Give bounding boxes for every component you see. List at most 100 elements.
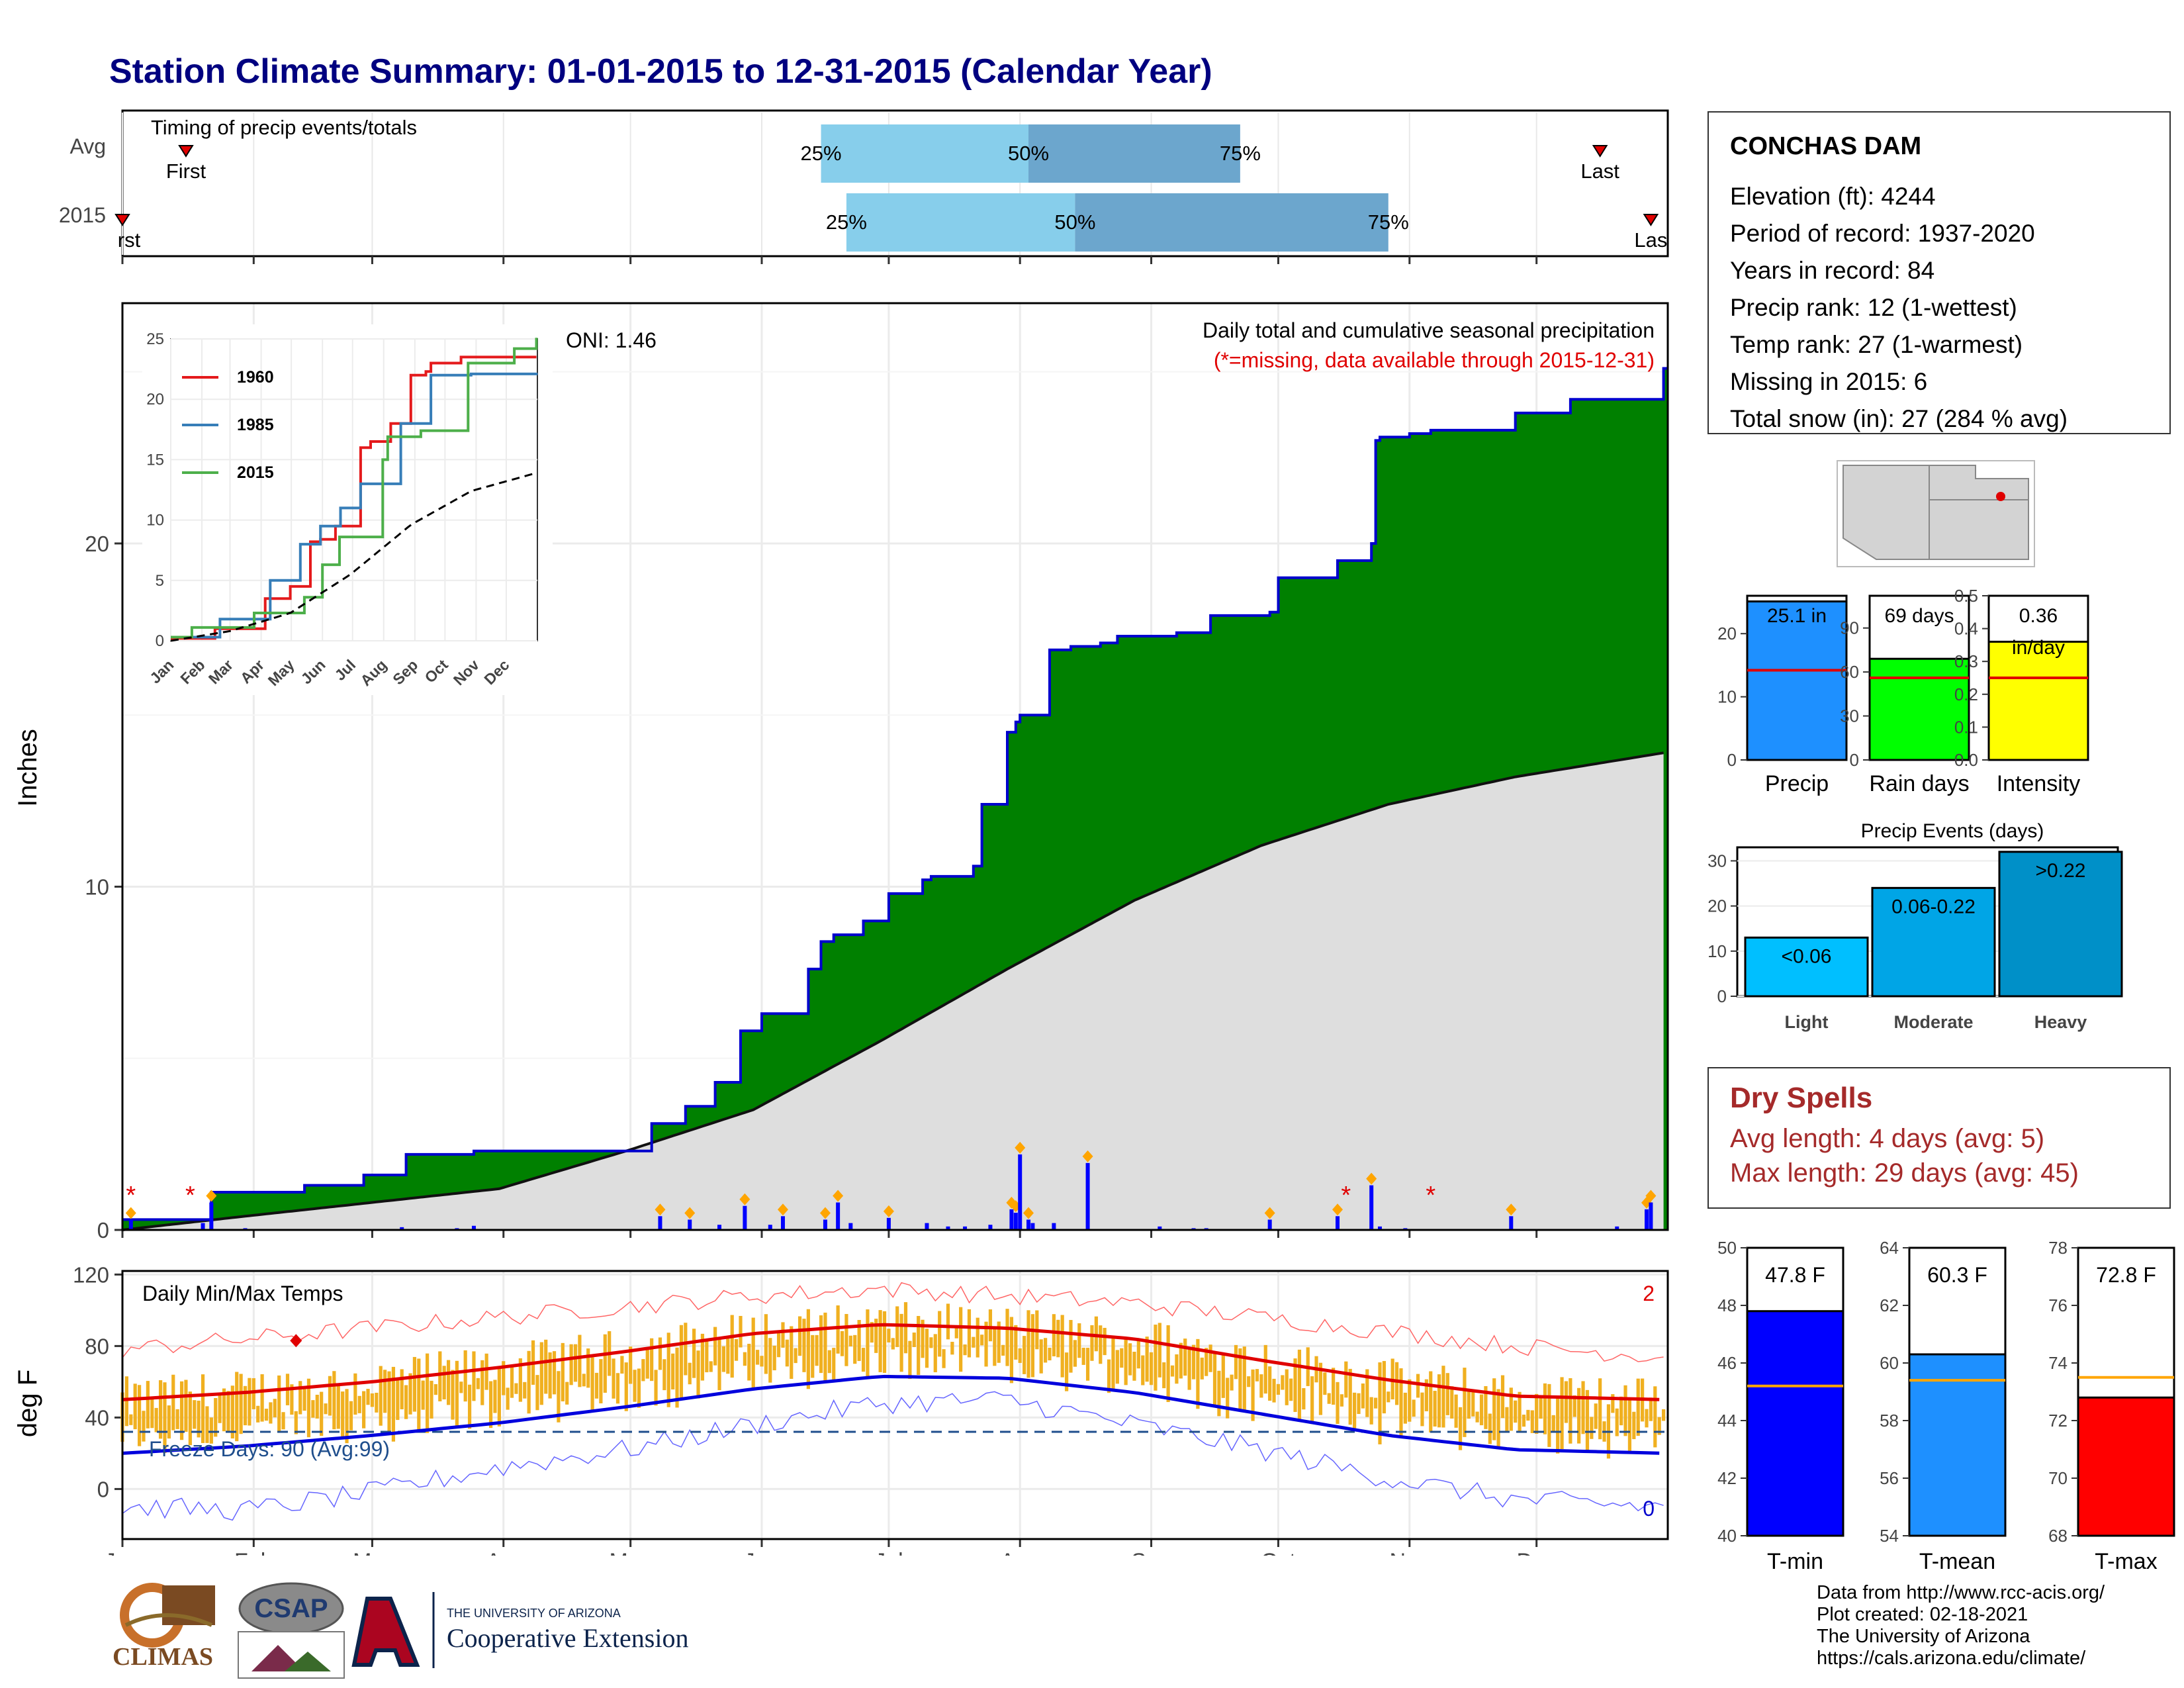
daily-temp-bar (1221, 1355, 1225, 1398)
record-max-line (122, 1282, 1664, 1362)
daily-temp-bar (1594, 1403, 1598, 1429)
daily-temp-bar (1200, 1357, 1204, 1380)
daily-temp-bar (675, 1347, 679, 1408)
daily-temp-bar (557, 1371, 561, 1423)
daily-temp-bar (666, 1333, 670, 1407)
daily-temp-bar (760, 1356, 764, 1367)
summary-value-label: 0.36 (2019, 605, 2058, 627)
record-min-line (122, 1391, 1664, 1521)
daily-temp-bar (785, 1339, 789, 1367)
locator-map (1837, 460, 2035, 567)
daily-temp-bar (256, 1405, 260, 1423)
daily-temp-bar (1369, 1397, 1373, 1425)
precip-note: (*=missing, data available through 2015-… (1214, 348, 1655, 372)
daily-temp-bar (243, 1385, 248, 1426)
daily-temp-bar (193, 1400, 197, 1429)
daily-temp-bar (1060, 1315, 1064, 1378)
daily-temp-bar (1230, 1374, 1234, 1391)
daily-precip-bar (201, 1223, 205, 1230)
daily-temp-bar (980, 1335, 984, 1346)
daily-temp-bar (391, 1366, 396, 1442)
daily-temp-bar (417, 1358, 421, 1432)
inset-legend-label: 1960 (237, 368, 274, 387)
daily-temp-bar (459, 1382, 463, 1393)
daily-temp-bar (539, 1342, 543, 1405)
daily-temp-bar (320, 1391, 324, 1436)
daily-temp-bar (645, 1349, 649, 1379)
inset-legend-label: 2015 (237, 463, 274, 482)
credit-source: Data from http://www.rcc-acis.org/ (1817, 1582, 2105, 1603)
snow-marker (1015, 1141, 1026, 1154)
daily-temp-bar (997, 1321, 1001, 1363)
daily-temp-bar (146, 1381, 150, 1429)
credit-university: The University of Arizona (1817, 1626, 2030, 1647)
cold-count: 0 (1643, 1497, 1655, 1521)
month-label: Jul (874, 1549, 903, 1556)
daily-temp-bar (1623, 1385, 1627, 1436)
month-label: Feb (234, 1549, 273, 1556)
daily-precip-bar (1377, 1226, 1382, 1230)
daily-temp-bar (341, 1391, 345, 1439)
ua-logo: THE UNIVERSITY OF ARIZONA Cooperative Ex… (351, 1592, 688, 1668)
station-location-marker (1996, 492, 2005, 501)
daily-temp-bar (548, 1352, 552, 1399)
daily-temp-bar (1183, 1338, 1187, 1376)
summary-bar-intensity (1987, 640, 2089, 761)
daily-temp-bar (705, 1341, 709, 1373)
daily-temp-bar (438, 1351, 442, 1401)
daily-temp-bar (1382, 1361, 1386, 1414)
climas-wordmark: CLIMAS (113, 1643, 213, 1671)
daily-temp-bar (1547, 1383, 1551, 1447)
timing-bar-q25-q50-2015 (846, 193, 1075, 252)
daily-temp-bar (209, 1417, 213, 1444)
daily-temp-bar (493, 1380, 497, 1413)
daily-temp-bar (366, 1389, 370, 1405)
daily-temp-bar (993, 1327, 997, 1366)
daily-temp-bar (197, 1400, 201, 1438)
daily-temp-bar (717, 1339, 721, 1391)
missing-marker: * (1426, 1182, 1435, 1209)
daily-temp-bar (1569, 1378, 1572, 1444)
daily-temp-bar (1450, 1386, 1454, 1419)
daily-temp-bar (776, 1333, 781, 1358)
ua-wordmark: THE UNIVERSITY OF ARIZONA (447, 1607, 621, 1620)
daily-temp-bar (222, 1388, 226, 1432)
daily-temp-bar (590, 1357, 594, 1410)
daily-temp-bar (848, 1335, 852, 1346)
events-tick-label: 30 (1707, 851, 1727, 870)
daily-temp-bar (700, 1333, 705, 1381)
daily-temp-bar (1662, 1409, 1666, 1421)
daily-temp-bar (1026, 1310, 1030, 1378)
tempbar-tick-label: 46 (1717, 1353, 1737, 1373)
daily-temp-bar (1310, 1376, 1314, 1425)
daily-temp-bar (565, 1382, 569, 1405)
daily-temp-bar (561, 1342, 565, 1401)
daily-temp-bar (324, 1403, 328, 1415)
timing-last-label-2015: Las (1634, 228, 1667, 252)
daily-temp-bar (433, 1384, 437, 1395)
daily-temp-bar (1332, 1368, 1336, 1405)
daily-temp-bar (396, 1379, 400, 1421)
daily-temp-bar (1479, 1394, 1484, 1426)
month-label: Aug (1000, 1549, 1040, 1556)
daily-temp-bar (1175, 1354, 1179, 1384)
precip-y-tick-label: 10 (85, 874, 109, 899)
temp-y-tick-label: 120 (73, 1262, 109, 1287)
daily-temp-bar (544, 1339, 548, 1394)
daily-temp-bar (184, 1380, 188, 1432)
dry-spells-box: Dry Spells Avg length: 4 days (avg: 5) M… (1707, 1067, 2171, 1209)
timing-last-label-avg: Last (1580, 160, 1619, 183)
snow-marker (883, 1205, 894, 1217)
daily-temp-bar (527, 1350, 531, 1414)
timing-first-marker-2015 (114, 214, 130, 226)
daily-temp-bar (1585, 1389, 1590, 1452)
temp-title: Daily Min/Max Temps (142, 1282, 343, 1305)
daily-temp-bar (1577, 1387, 1581, 1444)
timing-quantile-label-2015: 25% (826, 211, 867, 234)
snow-marker (1082, 1150, 1093, 1162)
daily-temp-bar (1492, 1378, 1496, 1440)
daily-temp-bar (1416, 1374, 1420, 1398)
daily-temp-bar (1154, 1325, 1158, 1391)
daily-temp-bar (1023, 1336, 1026, 1374)
daily-temp-bar (1340, 1394, 1344, 1407)
